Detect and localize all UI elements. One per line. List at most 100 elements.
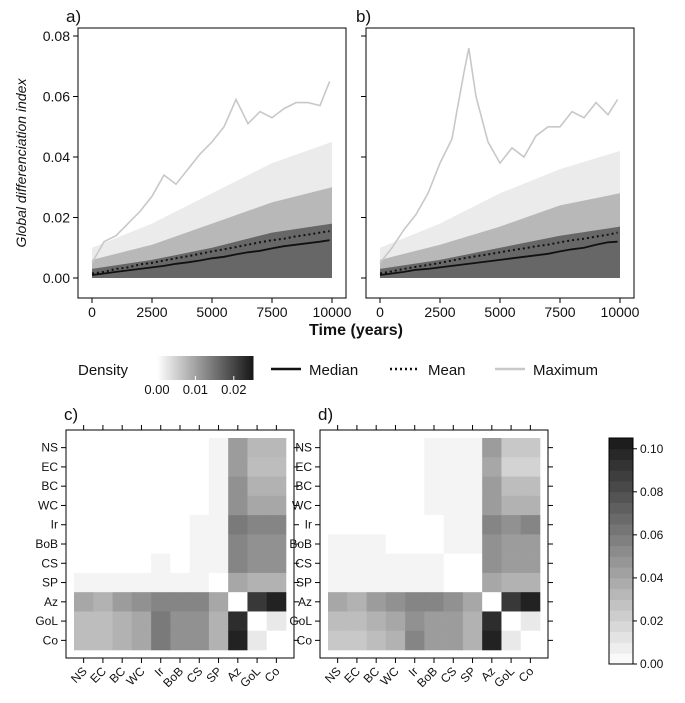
heatmap-cell: [366, 534, 387, 554]
heatmap-cell: [462, 515, 483, 535]
heatmap-cell: [347, 553, 367, 574]
heatmap-cell: [131, 630, 152, 651]
density-legend-title: Density: [78, 362, 129, 379]
heatmap-cell: [151, 457, 171, 477]
density-swatch: [187, 356, 190, 380]
heatmap-cell: [462, 553, 483, 574]
colorbar-step: [609, 470, 633, 482]
x-tick-label: 10000: [601, 304, 640, 320]
colorbar-step: [609, 588, 633, 600]
heatmap-cell: [443, 630, 464, 651]
density-tick-label: 0.00: [144, 382, 169, 397]
panel-d: d) NSNSECECBCBCWCWCIrIrBoBBoBCSCSSPSPAzA…: [289, 405, 553, 690]
series-line-median: [379, 240, 618, 276]
heatmap-cell: [501, 611, 522, 632]
heatmap-cell: [208, 572, 229, 593]
colorbar-step: [609, 577, 633, 590]
heatmap-cell: [247, 553, 268, 574]
heatmap-cell: [366, 438, 387, 458]
series-line-maximum: [379, 47, 619, 264]
density-swatch: [235, 356, 238, 380]
density-swatch: [251, 356, 254, 380]
x-tick-label: 7500: [544, 304, 575, 320]
heatmap-cell: [424, 592, 444, 612]
heatmap-cell: [93, 534, 113, 554]
heatmap-cell: [482, 495, 502, 516]
density-swatch: [245, 356, 248, 380]
heatmap-cell: [462, 476, 483, 497]
density-swatch: [241, 356, 244, 380]
density-tick-label: 0.02: [221, 382, 246, 397]
col-label: NS: [68, 664, 90, 686]
col-label: BC: [107, 664, 129, 686]
heatmap-cell: [366, 611, 387, 632]
density-swatch: [209, 356, 212, 380]
heatmap-cell: [208, 611, 229, 632]
density-swatch: [211, 356, 214, 380]
heatmap-cell: [328, 611, 348, 632]
heatmap-cell: [366, 592, 387, 612]
col-label: EC: [341, 664, 363, 686]
heatmap-cell: [520, 572, 541, 593]
heatmap-cell: [443, 476, 464, 497]
heatmap-cell: [462, 572, 483, 593]
legend-label-mean: Mean: [428, 362, 466, 379]
density-swatch: [169, 356, 172, 380]
density-swatch: [229, 356, 232, 380]
density-swatch: [165, 356, 168, 380]
panel-b: b) 0 2500 5000 7500 10000: [356, 7, 640, 320]
heatmap-cell: [501, 553, 522, 574]
density-swatch: [181, 356, 184, 380]
heatmap-cell: [208, 457, 229, 477]
heatmap-cell: [328, 438, 348, 458]
heatmap-cell: [328, 572, 348, 593]
colorbar-tick-label: 0.04: [640, 571, 664, 585]
heatmap-cell: [405, 457, 425, 477]
density-swatch: [191, 356, 194, 380]
heatmap-cell: [189, 457, 210, 477]
density-swatch: [221, 356, 224, 380]
heatmap-cell: [151, 611, 171, 632]
heatmap-cell: [247, 495, 268, 516]
heatmap-cell: [93, 438, 113, 458]
heatmap-cell: [266, 630, 287, 651]
row-label: Az: [44, 595, 58, 609]
density-swatch: [243, 356, 246, 380]
heatmap-cell: [482, 572, 502, 593]
heatmap-cell: [347, 592, 367, 612]
heatmap-cell: [170, 495, 190, 516]
col-label: GoL: [237, 664, 263, 690]
series-line-mean: [379, 231, 618, 275]
y-tick-label: 0.08: [43, 28, 70, 44]
panel-c-label: c): [64, 405, 78, 424]
heatmap-cell: [93, 476, 113, 497]
density-swatch: [157, 356, 160, 380]
heatmap-cell: [347, 572, 367, 593]
col-label: BoB: [414, 664, 440, 690]
heatmap-cell: [228, 553, 248, 574]
heatmap-cell: [520, 630, 541, 651]
heatmap-cell: [482, 534, 502, 554]
density-swatch: [201, 356, 204, 380]
heatmap-cell: [151, 515, 171, 535]
heatmap-cell: [405, 592, 425, 612]
heatmap-cell: [74, 457, 94, 477]
heatmap-cell: [189, 592, 210, 612]
heatmap-cell: [247, 592, 268, 612]
heatmap-cell: [266, 457, 287, 477]
heatmap-cell: [247, 611, 268, 632]
heatmap-cell: [247, 476, 268, 497]
x-tick-label: 10000: [313, 304, 352, 320]
heatmap-cell: [347, 534, 367, 554]
heatmap-cell: [385, 553, 406, 574]
heatmap-cell: [482, 592, 502, 612]
heatmap-cell: [112, 495, 133, 516]
heatmap-cell: [131, 476, 152, 497]
colorbar-tick-label: 0.00: [640, 657, 664, 671]
heatmap-cell: [208, 476, 229, 497]
x-tick-label: 5000: [196, 304, 227, 320]
heatmap-cell: [520, 438, 541, 458]
row-label: EC: [41, 460, 58, 474]
density-swatch: [173, 356, 176, 380]
